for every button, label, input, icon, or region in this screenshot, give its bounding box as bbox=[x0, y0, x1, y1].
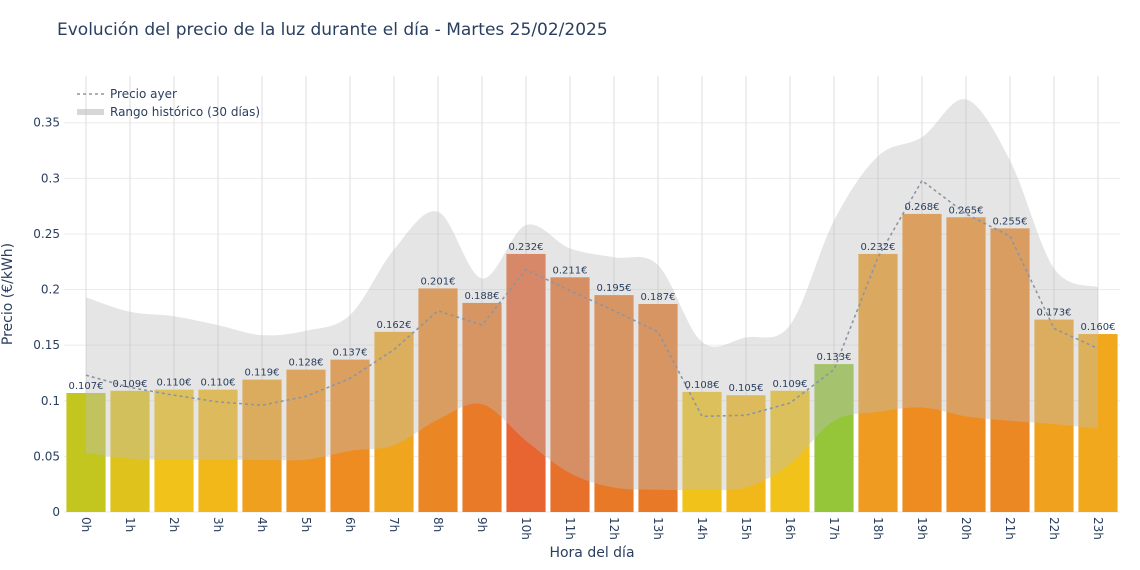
bar-value-label: 0.110€ bbox=[157, 378, 192, 389]
x-tick-label: 6h bbox=[343, 517, 357, 532]
y-tick-label: 0.25 bbox=[33, 227, 60, 241]
x-tick-label: 10h bbox=[519, 517, 533, 540]
x-tick-label: 13h bbox=[651, 517, 665, 540]
bar-value-label: 0.173€ bbox=[1037, 308, 1072, 319]
legend-label: Rango histórico (30 días) bbox=[110, 105, 260, 119]
bar-value-label: 0.162€ bbox=[377, 320, 412, 331]
bar-value-label: 0.133€ bbox=[817, 352, 852, 363]
x-tick-label: 5h bbox=[299, 517, 313, 532]
x-tick-label: 19h bbox=[915, 517, 929, 540]
y-tick-label: 0.15 bbox=[33, 338, 60, 352]
bar-value-label: 0.195€ bbox=[597, 283, 632, 294]
price-bar bbox=[506, 253, 546, 513]
bar-value-label: 0.109€ bbox=[773, 379, 808, 390]
price-bar bbox=[1034, 319, 1074, 512]
price-bar bbox=[1078, 334, 1118, 512]
historical-range-area bbox=[86, 99, 1098, 491]
y-tick-label: 0.35 bbox=[33, 116, 60, 130]
y-tick-label: 0.3 bbox=[41, 171, 60, 185]
bar-value-label: 0.128€ bbox=[289, 358, 324, 369]
bar-value-label: 0.109€ bbox=[113, 379, 148, 390]
bar-value-label: 0.265€ bbox=[949, 205, 984, 216]
price-bar bbox=[330, 359, 370, 512]
x-tick-label: 14h bbox=[695, 517, 709, 540]
price-bar bbox=[726, 395, 766, 512]
price-bar bbox=[638, 304, 678, 512]
price-bar bbox=[946, 217, 986, 512]
y-tick-label: 0.05 bbox=[33, 449, 60, 463]
price-bar bbox=[814, 364, 854, 512]
x-tick-label: 22h bbox=[1047, 517, 1061, 540]
price-bar bbox=[594, 295, 634, 512]
price-bar bbox=[990, 228, 1030, 512]
legend-swatch-area bbox=[77, 109, 104, 115]
bar-value-label: 0.107€ bbox=[69, 381, 104, 392]
x-tick-label: 21h bbox=[1003, 517, 1017, 540]
price-bar bbox=[770, 390, 810, 512]
price-bar bbox=[198, 389, 238, 512]
bar-value-label: 0.119€ bbox=[245, 368, 280, 379]
price-bar bbox=[154, 389, 194, 512]
price-bar bbox=[110, 390, 150, 512]
price-bar bbox=[418, 288, 458, 512]
bar-value-label: 0.255€ bbox=[993, 216, 1028, 227]
bar-value-label: 0.160€ bbox=[1081, 322, 1116, 333]
y-axis-title: Precio (€/kWh) bbox=[0, 243, 16, 345]
chart-title: Evolución del precio de la luz durante e… bbox=[57, 20, 608, 40]
bar-value-label: 0.108€ bbox=[685, 380, 720, 391]
price-bar bbox=[66, 392, 106, 512]
y-tick-label: 0.2 bbox=[41, 283, 60, 297]
bar-value-label: 0.268€ bbox=[905, 202, 940, 213]
bar-value-label: 0.137€ bbox=[333, 348, 368, 359]
bar-value-label: 0.201€ bbox=[421, 276, 456, 287]
x-tick-label: 23h bbox=[1091, 517, 1105, 540]
x-tick-label: 12h bbox=[607, 517, 621, 540]
legend-label: Precio ayer bbox=[110, 87, 177, 101]
x-axis-title: Hora del día bbox=[549, 545, 634, 561]
x-tick-label: 2h bbox=[167, 517, 181, 532]
x-tick-label: 20h bbox=[959, 517, 973, 540]
price-bar bbox=[374, 331, 414, 512]
x-tick-label: 4h bbox=[255, 517, 269, 532]
price-bar bbox=[858, 253, 898, 513]
bar-value-label: 0.232€ bbox=[509, 242, 544, 253]
x-tick-label: 9h bbox=[475, 517, 489, 532]
price-bar bbox=[902, 213, 942, 512]
y-tick-label: 0 bbox=[52, 505, 60, 519]
price-bar bbox=[462, 302, 502, 512]
price-bar bbox=[550, 277, 590, 512]
x-tick-label: 15h bbox=[739, 517, 753, 540]
price-bar bbox=[286, 369, 326, 512]
bar-value-label: 0.187€ bbox=[641, 292, 676, 303]
price-bar bbox=[242, 379, 282, 512]
bar-value-label: 0.105€ bbox=[729, 383, 764, 394]
x-tick-label: 18h bbox=[871, 517, 885, 540]
bar-value-label: 0.232€ bbox=[861, 242, 896, 253]
x-tick-label: 11h bbox=[563, 517, 577, 540]
x-tick-label: 17h bbox=[827, 517, 841, 540]
bar-value-label: 0.110€ bbox=[201, 378, 236, 389]
legend: Precio ayer Rango histórico (30 días) bbox=[77, 87, 260, 119]
bar-value-label: 0.188€ bbox=[465, 291, 500, 302]
x-tick-label: 16h bbox=[783, 517, 797, 540]
x-tick-label: 7h bbox=[387, 517, 401, 532]
bar-value-label: 0.211€ bbox=[553, 265, 588, 276]
price-bar bbox=[682, 391, 722, 512]
x-tick-label: 3h bbox=[211, 517, 225, 532]
x-tick-label: 8h bbox=[431, 517, 445, 532]
y-tick-label: 0.1 bbox=[41, 394, 60, 408]
yesterday-price-line bbox=[85, 179, 1099, 418]
x-tick-label: 1h bbox=[123, 517, 137, 532]
x-tick-label: 0h bbox=[79, 517, 93, 532]
